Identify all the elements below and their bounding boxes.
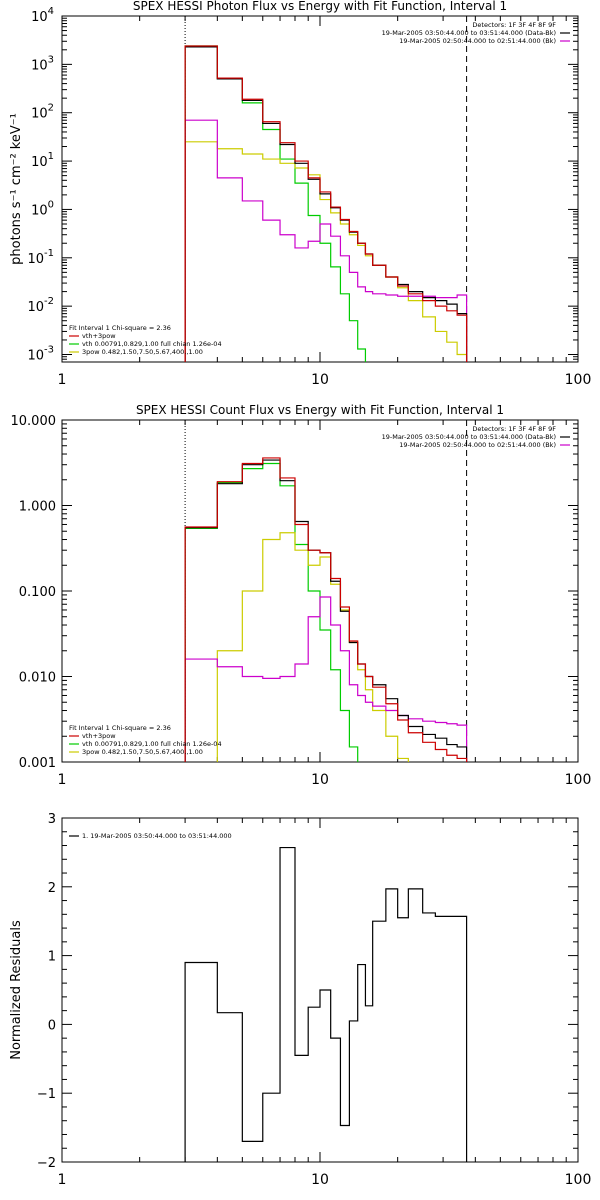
series-vth-3pow (184, 457, 468, 762)
series-1-19-mar-2005-03-50-44-000-to-03-51-44-000 (184, 846, 468, 1162)
y-tick-label: 10-3 (27, 345, 54, 364)
y-tick-label: 10-2 (27, 296, 54, 315)
x-tick-label: 10 (311, 1172, 329, 1188)
y-tick-exponent: 2 (48, 103, 54, 114)
y-tick-label: 104 (31, 6, 54, 25)
legend-left-text: vth+3pow (82, 332, 116, 340)
y-tick-base: 10 (27, 300, 44, 315)
series-vth (184, 45, 367, 362)
y-tick-exponent: -1 (44, 248, 54, 259)
series-data-bk (184, 459, 468, 762)
y-tick-exponent: 4 (48, 6, 54, 17)
y-tick-base: 10 (31, 107, 48, 122)
y-tick-base: 10 (31, 155, 48, 170)
legend-right-text: 19-Mar-2005 03:50:44.000 to 03:51:44.000… (382, 29, 556, 37)
y-tick-label: 3 (48, 812, 56, 827)
chart-panel-1: SPEX HESSI Photon Flux vs Energy with Fi… (9, 0, 591, 388)
legend-left-text: vth 0.00791,0.829,1.00 full chian 1.26e-… (82, 340, 222, 348)
legend-right-text: Detectors: 1F 3F 4F 8F 9F (472, 425, 556, 433)
y-tick-label: 0.100 (19, 585, 56, 600)
y-tick-label: 100 (31, 199, 54, 218)
x-tick-label: 100 (565, 372, 592, 388)
y-tick-base: 10 (31, 203, 48, 218)
y-tick-base: 10 (27, 252, 44, 267)
series-3pow (216, 532, 409, 762)
legend-left-text: Fit Interval 1 Chi-square = 2.36 (69, 324, 171, 332)
x-tick-label: 100 (565, 1172, 592, 1188)
y-tick-base: 10 (31, 10, 48, 25)
series-data-bk (184, 46, 468, 362)
y-tick-label: 0.010 (19, 671, 56, 686)
legend-right-text: Detectors: 1F 3F 4F 8F 9F (472, 21, 556, 29)
legend-left-text: 3pow 0.482,1.50,7.50,5.67,400.,1.00 (82, 748, 203, 756)
y-axis-label: photons s⁻¹ cm⁻² keV⁻¹ (9, 113, 24, 265)
y-tick-base: 10 (31, 58, 48, 73)
x-tick-label: 1 (58, 372, 67, 388)
x-tick-label: 1 (58, 772, 67, 788)
series-vth-3pow (184, 45, 468, 362)
chart-title: SPEX HESSI Photon Flux vs Energy with Fi… (133, 0, 507, 13)
y-tick-exponent: 0 (48, 199, 54, 210)
x-tick-label: 100 (565, 772, 592, 788)
chart-panel-3: 1 10 100 −2 −1 0 1 2 3 Normalized Residuals 1. 19-… (9, 812, 591, 1188)
legend-left-text: Fit Interval 1 Chi-square = 2.36 (69, 724, 171, 732)
y-tick-label: 1 (48, 950, 56, 965)
y-tick-label: 10-1 (27, 248, 54, 267)
series-3pow (184, 141, 468, 362)
x-tick-label: 1 (58, 1172, 67, 1188)
y-tick-label: 0 (48, 1018, 56, 1033)
legend-right-text: 19-Mar-2005 02:50:44.000 to 02:51:44.000… (399, 37, 556, 45)
legend-right-text: 19-Mar-2005 03:50:44.000 to 03:51:44.000… (382, 433, 556, 441)
y-tick-exponent: -3 (44, 345, 54, 356)
x-tick-label: 10 (311, 772, 329, 788)
y-tick-exponent: 1 (48, 151, 54, 162)
legend-right-text: 19-Mar-2005 02:50:44.000 to 02:51:44.000… (399, 441, 556, 449)
y-tick-label: 102 (31, 103, 54, 122)
x-tick-label: 10 (311, 372, 329, 388)
legend-left-text: vth+3pow (82, 732, 116, 740)
y-tick-exponent: 3 (48, 54, 54, 65)
y-tick-label: 1.000 (19, 500, 56, 515)
y-tick-exponent: -2 (44, 296, 54, 307)
y-axis-label: Normalized Residuals (9, 920, 24, 1060)
y-tick-label: 101 (31, 151, 54, 170)
y-tick-label: 10.000 (11, 414, 57, 429)
series-bk (184, 119, 468, 362)
y-tick-base: 10 (27, 349, 44, 364)
chart-panel-2: SPEX HESSI Count Flux vs Energy with Fit… (11, 403, 592, 788)
legend-left-text: 1. 19-Mar-2005 03:50:44.000 to 03:51:44.… (82, 832, 232, 840)
legend-left-text: vth 0.00791,0.829,1.00 full chian 1.26e-… (82, 740, 222, 748)
series-vth (184, 462, 359, 762)
legend-left-text: 3pow 0.482,1.50,7.50,5.67,400.,1.00 (82, 348, 203, 356)
y-tick-label: 2 (48, 881, 56, 896)
y-tick-label: 0.001 (19, 756, 56, 771)
y-tick-label: −1 (37, 1087, 56, 1102)
series-bk (184, 596, 468, 762)
y-tick-label: 103 (31, 54, 54, 73)
chart-title: SPEX HESSI Count Flux vs Energy with Fit… (136, 403, 504, 417)
y-tick-label: −2 (37, 1156, 56, 1171)
